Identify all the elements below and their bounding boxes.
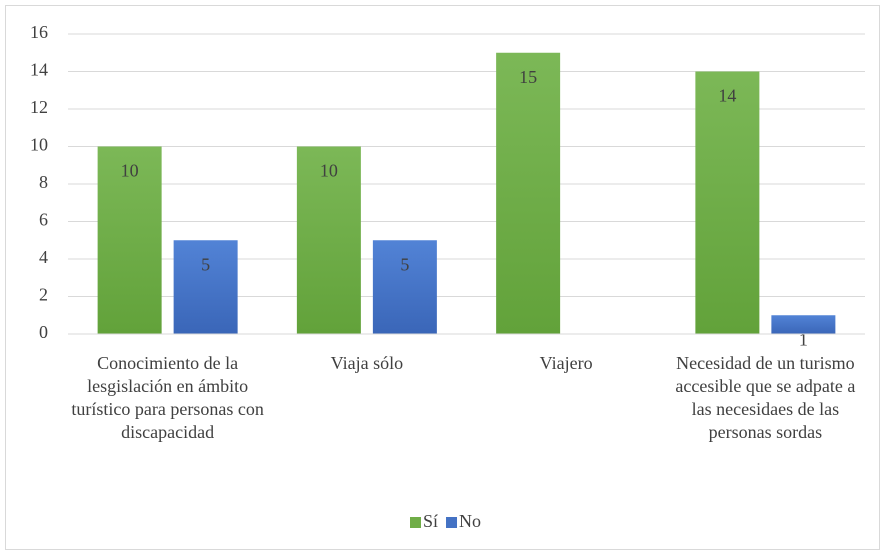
y-tick-label: 0 [39, 322, 48, 342]
y-tick-label: 2 [39, 285, 48, 305]
data-label: 1 [799, 329, 808, 349]
data-label: 15 [519, 67, 537, 87]
bar [695, 71, 760, 334]
data-label: 10 [121, 161, 139, 181]
bar [173, 240, 238, 334]
x-tick-label: Conocimiento de la lesgislación en ámbit… [71, 353, 264, 442]
bar [372, 240, 437, 334]
data-label: 10 [320, 161, 338, 181]
y-tick-label: 8 [39, 172, 48, 192]
x-tick-label: Viajero [539, 353, 593, 373]
data-label: 14 [718, 86, 736, 106]
bar [296, 146, 361, 334]
bar [771, 315, 836, 334]
y-tick-label: 12 [30, 97, 48, 117]
y-tick-label: 14 [30, 60, 48, 80]
legend-swatch [410, 517, 421, 528]
bar [97, 146, 162, 334]
data-label: 5 [201, 254, 210, 274]
data-label: 5 [400, 254, 409, 274]
legend-label: No [459, 511, 481, 531]
y-tick-label: 4 [39, 247, 48, 267]
x-tick-label: Viaja sólo [330, 353, 404, 373]
legend-label: Sí [423, 511, 438, 531]
y-tick-label: 6 [39, 210, 48, 230]
x-tick-label: Necesidad de un turismo accesible que se… [675, 353, 856, 442]
bar [496, 52, 561, 334]
y-tick-label: 10 [30, 135, 48, 155]
y-tick-label: 16 [30, 22, 48, 42]
legend-swatch [446, 517, 458, 528]
